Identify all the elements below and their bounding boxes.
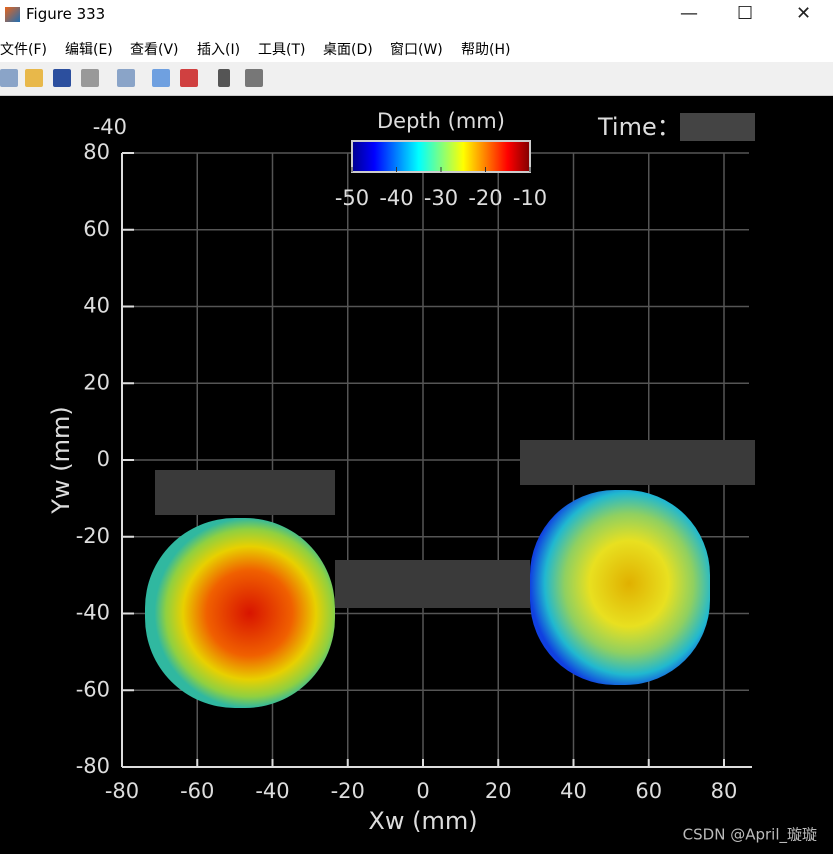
window-title: Figure 333	[26, 5, 106, 23]
colorbar-tick-label: -50	[335, 186, 369, 210]
colorbar-tick-label: -10	[513, 186, 547, 210]
y-tick-label: -40	[76, 601, 110, 625]
y-tick-label: 80	[83, 140, 110, 164]
depth-patch-left	[145, 518, 335, 708]
property-button[interactable]	[245, 69, 263, 87]
watermark: CSDN @April_璇璇	[683, 826, 817, 845]
new-button[interactable]	[0, 69, 18, 87]
colorbar-label: Depth (mm)	[377, 109, 505, 133]
maximize-button[interactable]: ☐	[737, 3, 754, 24]
close-button[interactable]: ✕	[796, 3, 812, 24]
x-tick-label: -80	[105, 779, 139, 803]
menu-item[interactable]: 查看(V)	[130, 42, 179, 58]
menu-bar: 文件(F) 编辑(E) 查看(V) 插入(I) 工具(T) 桌面(D) 窗口(W) 帮助(H)	[0, 30, 833, 62]
app-icon	[5, 7, 20, 22]
x-tick-label: -40	[255, 779, 289, 803]
menu-item[interactable]: 桌面(D)	[323, 42, 373, 58]
x-axis-label: Xw (mm)	[368, 807, 477, 835]
colorbar-tick-label: -40	[379, 186, 413, 210]
depth-patch-right	[530, 490, 710, 685]
legend-button[interactable]	[180, 69, 198, 87]
x-tick-label: 0	[416, 779, 429, 803]
x-tick-label: 40	[560, 779, 587, 803]
print-button[interactable]	[81, 69, 99, 87]
x-tick-label: 60	[635, 779, 662, 803]
menu-item[interactable]: 编辑(E)	[65, 42, 113, 58]
link-button[interactable]	[117, 69, 135, 87]
open-button[interactable]	[25, 69, 43, 87]
y-tick-label: 20	[83, 370, 110, 394]
y-tick-label: 0	[97, 447, 110, 471]
y-tick-label: -80	[76, 754, 110, 778]
pointer-button[interactable]	[218, 69, 230, 87]
x-tick-label: -60	[180, 779, 214, 803]
x-tick-label: 80	[711, 779, 738, 803]
toolbar	[0, 62, 833, 96]
menu-item[interactable]: 帮助(H)	[461, 42, 511, 58]
y-tick-label: -60	[76, 677, 110, 701]
menu-item[interactable]: 工具(T)	[258, 42, 306, 58]
x-tick-label: 20	[485, 779, 512, 803]
menu-item[interactable]: 插入(I)	[197, 42, 241, 58]
y-tick-label: -20	[76, 524, 110, 548]
colorbar-tick-label: -20	[468, 186, 502, 210]
x-tick-label: -20	[331, 779, 365, 803]
blur-patches	[155, 113, 755, 608]
minimize-button[interactable]: —	[680, 3, 698, 24]
colorbar-button[interactable]	[152, 69, 170, 87]
menu-item[interactable]: 文件(F)	[0, 42, 47, 58]
title-bar: Figure 333 — ☐ ✕	[0, 0, 833, 30]
y-axis-label: Yw (mm)	[47, 406, 75, 514]
y-tick-label: 60	[83, 217, 110, 241]
menu-item[interactable]: 窗口(W)	[390, 42, 443, 58]
colorbar	[351, 140, 531, 173]
z-tick-label: -40	[93, 115, 127, 139]
save-button[interactable]	[53, 69, 71, 87]
time-label: Time：	[597, 113, 681, 141]
y-tick-label: 40	[83, 294, 110, 318]
colorbar-tick-label: -30	[424, 186, 458, 210]
